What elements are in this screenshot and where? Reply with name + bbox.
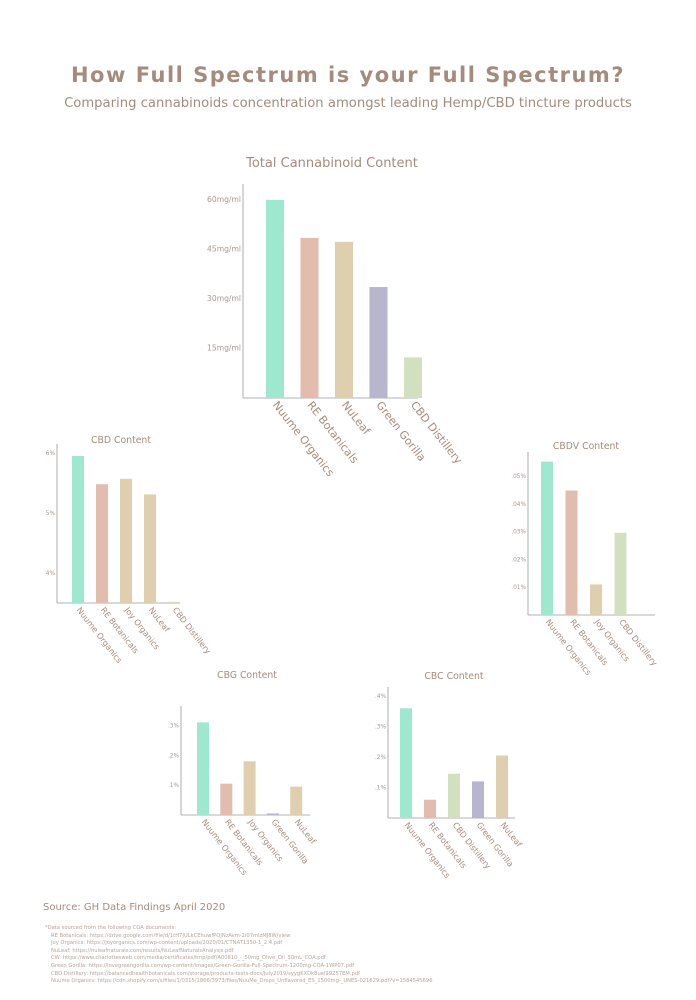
y-tick-label: .1% xyxy=(375,786,387,792)
bar xyxy=(400,708,412,818)
category-label: Nuume Organics xyxy=(75,605,125,665)
bar xyxy=(220,783,233,815)
y-tick-label: 4% xyxy=(46,571,56,577)
note-line: NuLeaf: https://nuleafnaturals.com/resul… xyxy=(51,947,234,954)
category-label: CBD Distillery xyxy=(171,605,214,656)
y-tick-label: 6% xyxy=(46,451,56,457)
y-tick-label: .05% xyxy=(511,474,526,480)
y-tick-label: .4% xyxy=(375,694,387,700)
y-tick-label: 30mg/ml xyxy=(207,294,241,303)
y-tick-label: .3% xyxy=(375,725,387,731)
bar xyxy=(120,478,132,603)
cbdv-chart: CBDV Content .01% .02% .03% .04% .05% Nuume Or… xyxy=(511,441,660,677)
chart-title: CBG Content xyxy=(217,670,277,681)
bar xyxy=(243,761,256,815)
total-chart: Total Cannabinoid Content 15mg/ml 30mg/ml 4… xyxy=(207,156,465,479)
bar xyxy=(144,494,156,603)
note-line: CBD Distillery: https://balancedhealthbo… xyxy=(51,970,360,977)
y-tick-label: 45mg/ml xyxy=(207,244,241,253)
bar xyxy=(614,532,627,615)
bar xyxy=(72,456,84,603)
bar xyxy=(448,773,460,818)
chart-title: CBD Content xyxy=(91,435,151,446)
y-tick-label: 15mg/ml xyxy=(207,343,241,352)
bar xyxy=(472,781,484,818)
bar xyxy=(290,786,303,815)
y-tick-label: .3% xyxy=(168,723,180,729)
y-tick-label: 60mg/ml xyxy=(207,195,241,204)
bar xyxy=(496,755,508,818)
source-line: Source: GH Data Findings April 2020 xyxy=(43,902,226,913)
y-tick-label: .03% xyxy=(511,530,526,536)
note-line: Nuume Organics: https://cdn.shopify.com/… xyxy=(51,978,433,985)
bar xyxy=(266,199,284,398)
y-tick-label: .02% xyxy=(511,557,526,563)
bar xyxy=(424,799,436,818)
y-tick-label: 5% xyxy=(46,511,56,517)
notes-heading: *Data sourced from the following COA doc… xyxy=(45,925,177,931)
source-notes: *Data sourced from the following COA doc… xyxy=(45,925,685,986)
category-label: NuLeaf xyxy=(339,399,374,438)
y-tick-label: .01% xyxy=(511,585,526,591)
bar xyxy=(404,357,422,398)
page-subtitle: Comparing cannabinoids concentration amo… xyxy=(64,96,632,111)
note-line: CW: https://www.charlottesweb.com/media/… xyxy=(51,955,326,962)
bar xyxy=(197,722,209,815)
y-tick-label: .04% xyxy=(511,502,526,508)
chart-title: CBC Content xyxy=(424,671,483,682)
y-tick-label: .2% xyxy=(168,753,180,759)
category-label: Nuume Organics xyxy=(270,399,337,479)
y-tick-label: .2% xyxy=(375,755,387,761)
bar xyxy=(565,490,578,615)
note-line: Green Gorilla: https://lovegreengorilla.… xyxy=(51,962,355,969)
chart-title: CBDV Content xyxy=(553,441,620,452)
bar xyxy=(300,237,319,398)
note-line: RE Botanicals: https://drive.google.com/… xyxy=(51,932,291,939)
bar xyxy=(266,813,279,815)
note-line: Joy Organics: https://joyorganics.com/wp… xyxy=(51,940,283,947)
bar xyxy=(335,241,353,398)
chart-title: Total Cannabinoid Content xyxy=(245,156,418,171)
cbc-chart: CBC Content.1%.2%.3%.4%Nuume OrganicsRE … xyxy=(375,671,525,880)
bar xyxy=(168,601,180,603)
bar xyxy=(590,584,602,615)
bar xyxy=(96,484,108,603)
category-label: Nuume Organics xyxy=(544,617,594,677)
bar xyxy=(369,287,388,398)
bar xyxy=(541,461,553,615)
y-tick-label: .1% xyxy=(168,783,180,789)
category-label: Nuume Organics xyxy=(403,820,453,880)
page-title: How Full Spectrum is your Full Spectrum? xyxy=(70,63,625,87)
